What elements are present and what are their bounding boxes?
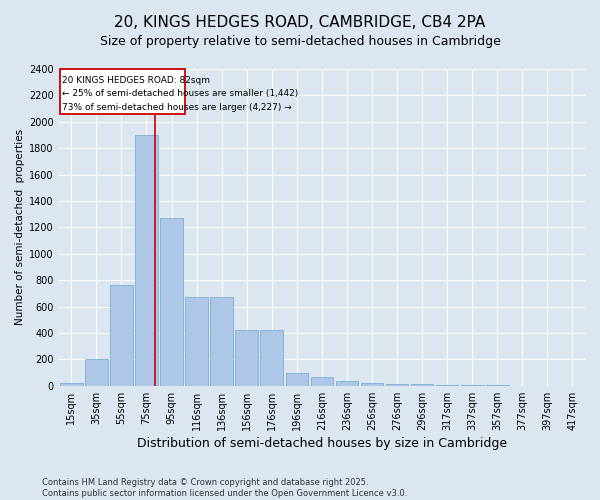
Bar	[185, 298, 208, 386]
Bar	[160, 218, 183, 386]
Bar	[60, 383, 83, 386]
Bar	[436, 385, 458, 386]
Bar	[311, 377, 333, 386]
Bar	[335, 381, 358, 386]
Text: Contains HM Land Registry data © Crown copyright and database right 2025.
Contai: Contains HM Land Registry data © Crown c…	[42, 478, 407, 498]
Text: 20 KINGS HEDGES ROAD: 82sqm: 20 KINGS HEDGES ROAD: 82sqm	[62, 76, 210, 86]
Bar	[386, 384, 409, 386]
Bar	[211, 298, 233, 386]
Bar	[85, 360, 107, 386]
Bar	[235, 330, 258, 386]
Text: ← 25% of semi-detached houses are smaller (1,442): ← 25% of semi-detached houses are smalle…	[62, 90, 298, 98]
Bar	[411, 384, 433, 386]
Bar	[110, 286, 133, 386]
Bar	[286, 372, 308, 386]
Bar	[135, 135, 158, 386]
Bar	[461, 385, 484, 386]
Text: 20, KINGS HEDGES ROAD, CAMBRIDGE, CB4 2PA: 20, KINGS HEDGES ROAD, CAMBRIDGE, CB4 2P…	[115, 15, 485, 30]
Y-axis label: Number of semi-detached  properties: Number of semi-detached properties	[15, 130, 25, 326]
Text: Size of property relative to semi-detached houses in Cambridge: Size of property relative to semi-detach…	[100, 35, 500, 48]
Text: 73% of semi-detached houses are larger (4,227) →: 73% of semi-detached houses are larger (…	[62, 102, 292, 112]
Bar	[361, 383, 383, 386]
Bar	[260, 330, 283, 386]
X-axis label: Distribution of semi-detached houses by size in Cambridge: Distribution of semi-detached houses by …	[137, 437, 507, 450]
FancyBboxPatch shape	[60, 69, 185, 114]
